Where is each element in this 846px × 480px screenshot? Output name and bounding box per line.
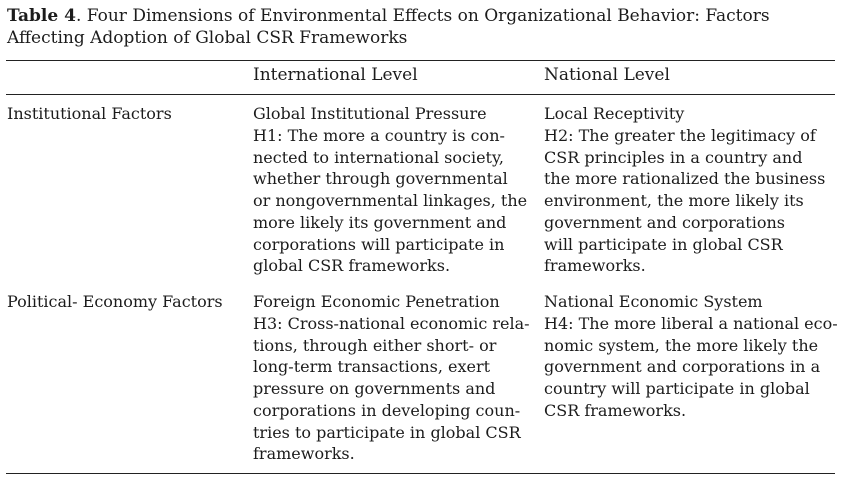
column-header-international: International Level [253, 65, 418, 85]
table-title: . Four Dimensions of Environmental Effec… [7, 6, 770, 48]
hypothesis-line: whether through governmental [253, 169, 508, 189]
hypothesis-line: frameworks. [544, 256, 646, 276]
hypothesis-line: H3: Cross-national economic rela- [253, 314, 530, 333]
hypothesis-line: pressure on governments and [253, 379, 496, 399]
cell-global-institutional-pressure: Global Institutional Pressure H1: The mo… [253, 103, 543, 277]
hypothesis-line: long-term transactions, exert [253, 357, 491, 377]
row-label-institutional: Institutional Factors [7, 104, 172, 123]
hypothesis-line: nomic system, the more likely the [544, 335, 819, 355]
hypothesis-line: tries to participate in global CSR [253, 422, 521, 442]
hypothesis-line: H4: The more liberal a national eco- [544, 314, 838, 333]
hypothesis-line: nected to international society, [253, 147, 504, 167]
bottom-rule [6, 473, 835, 474]
header-rule [6, 94, 835, 95]
hypothesis-line: global CSR frameworks. [253, 256, 451, 276]
hypothesis-line: or nongovernmental linkages, the [253, 191, 528, 211]
cell-national-economic-system: National Economic System H4: The more li… [544, 291, 839, 422]
hypothesis-line: H1: The more a country is con- [253, 126, 505, 145]
cell-title: Foreign Economic Penetration [253, 292, 500, 311]
hypothesis-line: frameworks. [253, 444, 355, 464]
hypothesis-h2: H2: The greater the legitimacy of CSR pr… [544, 125, 839, 277]
hypothesis-h1: H1: The more a country is con- nected to… [253, 125, 543, 277]
hypothesis-h4: H4: The more liberal a national eco- nom… [544, 313, 839, 422]
hypothesis-line: environment, the more likely its [544, 191, 804, 211]
hypothesis-line: corporations will participate in [253, 234, 505, 254]
cell-title: Global Institutional Pressure [253, 104, 487, 123]
row-label-political-economy: Political- Economy Factors [7, 292, 223, 311]
table-caption: Table 4. Four Dimensions of Environmenta… [7, 5, 837, 49]
top-rule [6, 60, 835, 61]
hypothesis-h3: H3: Cross-national economic rela- tions,… [253, 313, 543, 465]
hypothesis-line: country will participate in global [544, 379, 810, 399]
hypothesis-line: CSR frameworks. [544, 400, 687, 420]
hypothesis-line: more likely its government and [253, 212, 507, 232]
hypothesis-line: tions, through either short- or [253, 335, 497, 355]
hypothesis-line: H2: The greater the legitimacy of [544, 126, 816, 145]
hypothesis-line: will participate in global CSR [544, 234, 783, 254]
hypothesis-line: government and corporations [544, 212, 785, 232]
cell-local-receptivity: Local Receptivity H2: The greater the le… [544, 103, 839, 277]
hypothesis-line: CSR principles in a country and [544, 147, 803, 167]
hypothesis-line: the more rationalized the business [544, 169, 826, 189]
hypothesis-line: corporations in developing coun- [253, 400, 521, 420]
table-number: Table 4 [7, 6, 76, 26]
column-header-national: National Level [544, 65, 670, 85]
hypothesis-line: government and corporations in a [544, 357, 821, 377]
cell-foreign-economic-penetration: Foreign Economic Penetration H3: Cross-n… [253, 291, 543, 465]
cell-title: Local Receptivity [544, 104, 685, 123]
cell-title: National Economic System [544, 292, 763, 311]
